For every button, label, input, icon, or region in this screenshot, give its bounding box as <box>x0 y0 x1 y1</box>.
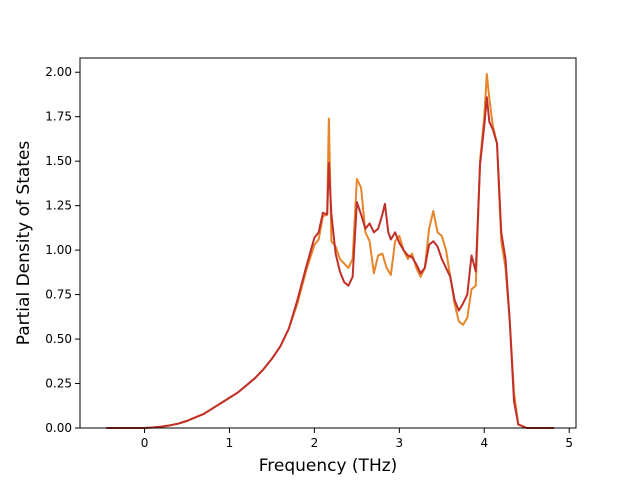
x-tick-label: 4 <box>480 436 488 450</box>
series-line-2 <box>106 96 554 429</box>
y-axis: 0.00 0.25 0.50 0.75 1.00 1.25 1.50 1.75 2.00 <box>45 65 80 435</box>
x-tick-label: 0 <box>141 436 149 450</box>
y-tick-label: 0.25 <box>45 377 72 391</box>
y-tick-label: 0.00 <box>45 421 72 435</box>
x-axis: 0 1 2 3 4 5 <box>141 428 573 450</box>
y-axis-label: Partial Density of States <box>14 141 34 346</box>
x-tick-label: 1 <box>226 436 234 450</box>
x-tick-label: 5 <box>565 436 573 450</box>
x-tick-label: 3 <box>396 436 404 450</box>
y-tick-label: 0.75 <box>45 288 72 302</box>
y-tick-label: 1.25 <box>45 199 72 213</box>
series-layer <box>106 73 554 429</box>
y-tick-label: 1.75 <box>45 110 72 124</box>
y-tick-label: 0.50 <box>45 332 72 346</box>
y-tick-label: 1.00 <box>45 243 72 257</box>
y-tick-label: 1.50 <box>45 154 72 168</box>
plot-frame <box>79 57 577 429</box>
x-axis-label: Frequency (THz) <box>259 456 398 476</box>
y-tick-label: 2.00 <box>45 65 72 79</box>
x-tick-label: 2 <box>311 436 319 450</box>
